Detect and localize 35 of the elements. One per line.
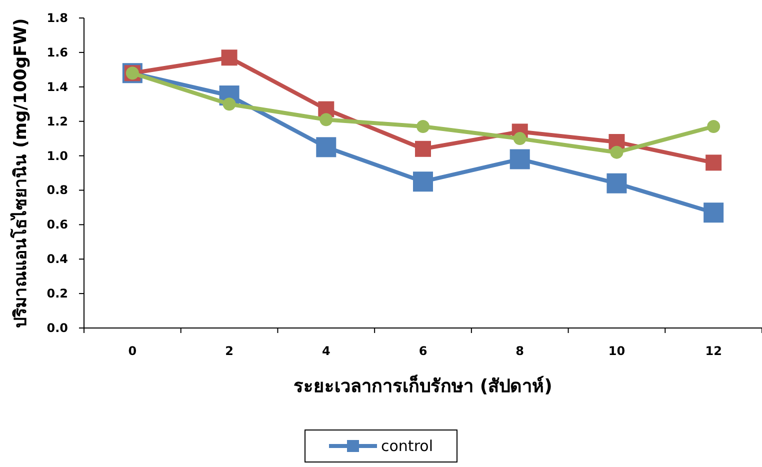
x-axis-title: ระยะเวลาการเก็บรักษา (สัปดาห์) [294,374,552,397]
y-tick-label: 0.8 [46,183,68,198]
point [513,132,526,146]
point [606,173,627,194]
y-tick-label: 0.4 [46,252,68,266]
point [706,154,722,171]
x-tick-label: 6 [418,344,428,358]
legend-label: control [381,437,433,455]
x-tick-label: 4 [322,344,330,358]
point [707,120,720,133]
point [221,50,238,66]
x-tick-label: 2 [225,344,234,358]
x-tick-label: 12 [705,344,722,358]
point [416,120,430,133]
point [610,146,624,159]
x-tick-label: 8 [516,344,524,358]
legend: control [304,430,458,462]
y-tick-label: 0.0 [46,321,68,335]
y-axis-title: ปริมาณแอนโธไซยานิน (mg/100gFW) [10,18,31,328]
y-tick-label: 0.6 [46,218,68,232]
y-tick-label: 1.6 [46,45,68,60]
x-tick-label: 10 [608,344,626,358]
point [413,172,433,192]
point [510,149,530,170]
x-tick-label: 0 [128,344,137,358]
y-tick-label: 1.2 [46,114,68,128]
y-tick-label: 0.2 [46,286,68,301]
y-tick-label: 1.4 [46,80,68,94]
y-tick-label: 1.0 [46,148,68,163]
y-tick-label: 1.8 [46,11,68,25]
point [320,113,333,126]
point [222,98,236,111]
point [316,137,336,158]
point [704,202,724,223]
point [415,140,431,157]
